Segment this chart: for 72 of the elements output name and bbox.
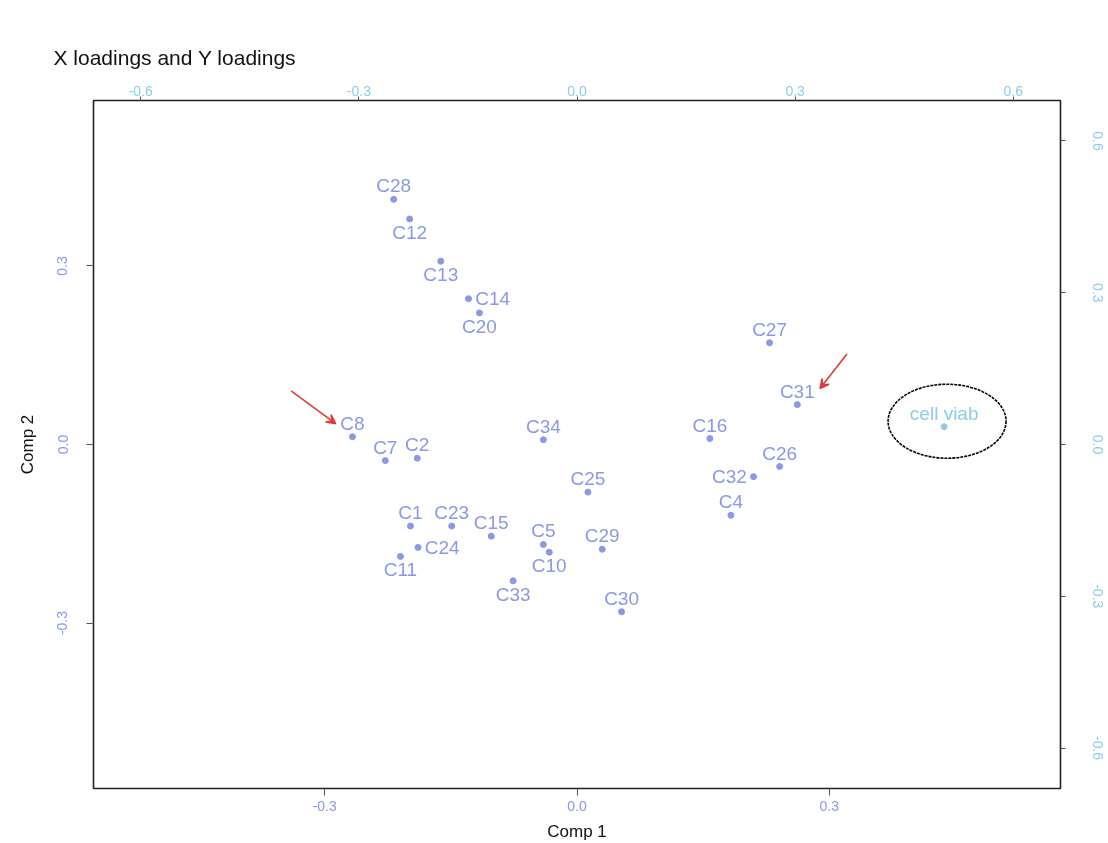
data-label: C34 (525, 415, 562, 437)
data-label: C33 (495, 583, 531, 605)
point (545, 548, 553, 556)
x-tick-label: 0.3 (819, 797, 840, 814)
point (487, 532, 495, 540)
point (750, 473, 758, 481)
y-tick-label: -0.3 (54, 610, 71, 636)
point (407, 522, 415, 530)
point (618, 608, 626, 616)
point (539, 540, 547, 548)
chart-title: X loadings and Y loadings (53, 45, 296, 69)
point (381, 457, 389, 465)
data-label: C29 (584, 525, 620, 547)
point (584, 488, 592, 496)
data-label: C32 (712, 466, 747, 488)
data-label: C14 (475, 288, 511, 310)
y2-tick-label: 0.0 (1089, 434, 1106, 455)
data-label: C12 (392, 221, 428, 243)
data-label: C20 (462, 315, 497, 337)
x2-tick-label: 0.3 (785, 82, 806, 99)
data-label: C13 (423, 264, 459, 286)
point (413, 454, 421, 462)
data-label: C15 (473, 512, 509, 534)
point (509, 577, 517, 585)
y-tick-label: 0.3 (54, 256, 71, 276)
x-axis-title: Comp 1 (547, 821, 607, 841)
point (448, 522, 456, 530)
data-label: C8 (340, 412, 365, 434)
data-label: C2 (405, 434, 430, 456)
x-tick-label: 0.0 (567, 797, 587, 814)
point (706, 435, 714, 443)
data-label: C10 (531, 555, 567, 577)
x2-tick-label: 0.0 (567, 82, 587, 99)
data-label: C23 (434, 502, 470, 524)
point (437, 257, 445, 265)
point (598, 545, 606, 553)
point (776, 463, 784, 471)
x2-tick-label: -0.3 (346, 82, 372, 99)
data-label: C1 (398, 502, 423, 524)
data-label: C16 (692, 414, 728, 436)
y2-tick-label: -0.6 (1089, 735, 1106, 761)
point (465, 295, 473, 303)
data-label: cell viab (909, 402, 979, 424)
y2-tick-label: -0.3 (1089, 584, 1106, 609)
x2-tick-label: -0.6 (128, 82, 154, 99)
y2-tick-label: 0.3 (1089, 283, 1106, 303)
data-label: C11 (383, 559, 418, 581)
y2-tick-label: 0.6 (1089, 131, 1106, 151)
data-label: C31 (779, 380, 815, 402)
point (348, 433, 356, 441)
data-label: C4 (718, 491, 744, 513)
point (766, 339, 774, 347)
data-label: C30 (604, 587, 639, 609)
x2-tick-label: 0.6 (1003, 82, 1024, 99)
data-label: C7 (373, 436, 398, 458)
point (539, 436, 547, 444)
data-label: C27 (752, 318, 787, 340)
point (414, 543, 422, 551)
y-tick-label: 0.0 (54, 434, 71, 455)
data-label: C24 (424, 536, 461, 558)
point (390, 195, 398, 203)
data-label: C25 (570, 468, 606, 490)
data-label: C5 (531, 520, 556, 542)
data-label: C28 (376, 175, 412, 197)
data-label: C26 (762, 442, 798, 464)
x-tick-label: -0.3 (312, 797, 338, 814)
y-axis-title: Comp 2 (17, 414, 37, 475)
point (406, 215, 414, 223)
point (396, 552, 404, 560)
point (475, 309, 483, 317)
point (793, 401, 801, 409)
point (727, 511, 735, 519)
